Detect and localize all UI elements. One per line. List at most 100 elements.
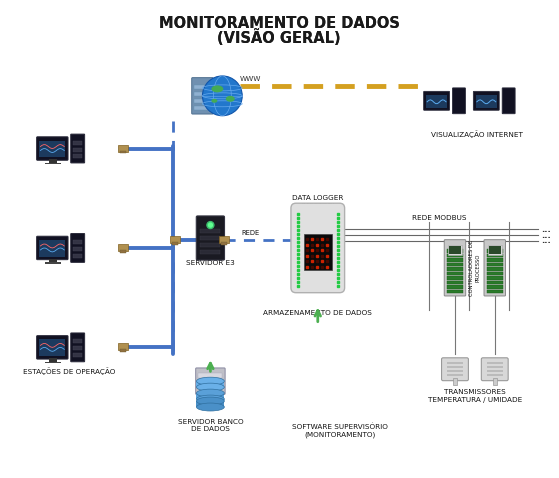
FancyBboxPatch shape: [442, 358, 468, 380]
Bar: [120, 250, 126, 253]
Text: ESTAÇÕES DE OPERAÇÃO: ESTAÇÕES DE OPERAÇÃO: [23, 367, 115, 375]
Bar: [45, 362, 61, 363]
FancyBboxPatch shape: [37, 137, 68, 160]
Bar: [487, 254, 503, 257]
Text: (VISÃO GERAL): (VISÃO GERAL): [217, 29, 341, 46]
Bar: [447, 285, 463, 289]
Ellipse shape: [196, 377, 224, 385]
FancyBboxPatch shape: [444, 239, 466, 296]
Bar: [73, 347, 82, 350]
Bar: [492, 378, 497, 385]
Bar: [487, 366, 503, 368]
Bar: [448, 246, 462, 255]
Bar: [39, 141, 65, 157]
Text: CONTROLADORES DE
PROCESSO: CONTROLADORES DE PROCESSO: [470, 240, 480, 296]
Text: ...: ...: [542, 225, 551, 234]
Bar: [489, 247, 501, 254]
Bar: [447, 366, 463, 368]
Ellipse shape: [196, 397, 224, 405]
Ellipse shape: [196, 389, 224, 397]
Bar: [447, 259, 463, 262]
Bar: [447, 250, 463, 253]
FancyBboxPatch shape: [192, 77, 213, 114]
Bar: [196, 401, 224, 407]
Bar: [120, 349, 126, 352]
Bar: [198, 380, 222, 385]
Ellipse shape: [196, 383, 224, 391]
Text: WWW: WWW: [240, 76, 262, 82]
FancyBboxPatch shape: [71, 333, 84, 362]
Ellipse shape: [196, 395, 224, 403]
Text: ...: ...: [542, 237, 551, 246]
Bar: [73, 247, 82, 251]
Circle shape: [207, 222, 214, 228]
Bar: [39, 240, 65, 257]
Bar: [488, 246, 501, 255]
Bar: [49, 160, 58, 163]
Ellipse shape: [211, 86, 224, 92]
Text: ARMAZENAMENTO DE DADOS: ARMAZENAMENTO DE DADOS: [263, 310, 372, 315]
Bar: [449, 247, 461, 254]
Bar: [487, 374, 503, 376]
Bar: [172, 242, 178, 245]
Bar: [487, 267, 503, 271]
Bar: [118, 343, 128, 350]
Text: DATA LOGGER
(MESTRE): DATA LOGGER (MESTRE): [292, 195, 343, 209]
Bar: [73, 339, 82, 343]
Bar: [221, 242, 228, 245]
Bar: [487, 281, 503, 284]
Bar: [198, 373, 222, 378]
Bar: [198, 387, 222, 391]
FancyBboxPatch shape: [71, 234, 84, 262]
Text: REDE MODBUS: REDE MODBUS: [412, 215, 466, 221]
Bar: [195, 106, 210, 110]
Text: ...: ...: [542, 230, 551, 239]
Bar: [447, 281, 463, 284]
Bar: [196, 393, 224, 399]
Bar: [195, 86, 210, 89]
Bar: [201, 243, 220, 247]
Bar: [45, 262, 61, 264]
Bar: [201, 236, 220, 240]
Bar: [447, 362, 463, 364]
Bar: [447, 370, 463, 372]
Bar: [447, 374, 463, 376]
Bar: [195, 99, 210, 103]
Text: REDE: REDE: [241, 230, 259, 236]
FancyBboxPatch shape: [196, 216, 225, 260]
FancyBboxPatch shape: [502, 88, 515, 114]
Text: TRANSMISSORES
TEMPERATURA / UMIDADE: TRANSMISSORES TEMPERATURA / UMIDADE: [428, 389, 522, 402]
Bar: [118, 144, 128, 152]
Bar: [487, 259, 503, 262]
Bar: [487, 250, 503, 253]
FancyBboxPatch shape: [473, 91, 499, 110]
FancyBboxPatch shape: [37, 236, 68, 260]
Bar: [120, 151, 126, 153]
FancyBboxPatch shape: [452, 88, 466, 114]
Bar: [73, 353, 82, 358]
Text: SOFTWARE SUPERVISÓRIO
(MONITORAMENTO): SOFTWARE SUPERVISÓRIO (MONITORAMENTO): [292, 424, 387, 438]
Bar: [487, 263, 503, 266]
Bar: [487, 370, 503, 372]
Text: MONITORAMENTO DE DADOS: MONITORAMENTO DE DADOS: [159, 16, 400, 31]
Bar: [426, 95, 447, 108]
Bar: [219, 236, 229, 243]
FancyBboxPatch shape: [484, 239, 505, 296]
Bar: [447, 290, 463, 293]
Text: SERVIDOR BANCO
DE DADOS: SERVIDOR BANCO DE DADOS: [178, 419, 243, 433]
Bar: [73, 240, 82, 244]
Bar: [487, 272, 503, 275]
Bar: [447, 276, 463, 280]
Bar: [73, 148, 82, 152]
Bar: [201, 229, 220, 233]
Bar: [195, 92, 210, 97]
Bar: [476, 95, 497, 108]
Bar: [201, 250, 220, 254]
Bar: [447, 263, 463, 266]
FancyBboxPatch shape: [71, 134, 84, 163]
Bar: [45, 163, 61, 164]
FancyBboxPatch shape: [481, 358, 508, 380]
Bar: [169, 236, 179, 243]
Text: MONITORAMENTO DE DADOS: MONITORAMENTO DE DADOS: [159, 16, 400, 31]
Text: SERVIDOR E3: SERVIDOR E3: [186, 260, 235, 266]
